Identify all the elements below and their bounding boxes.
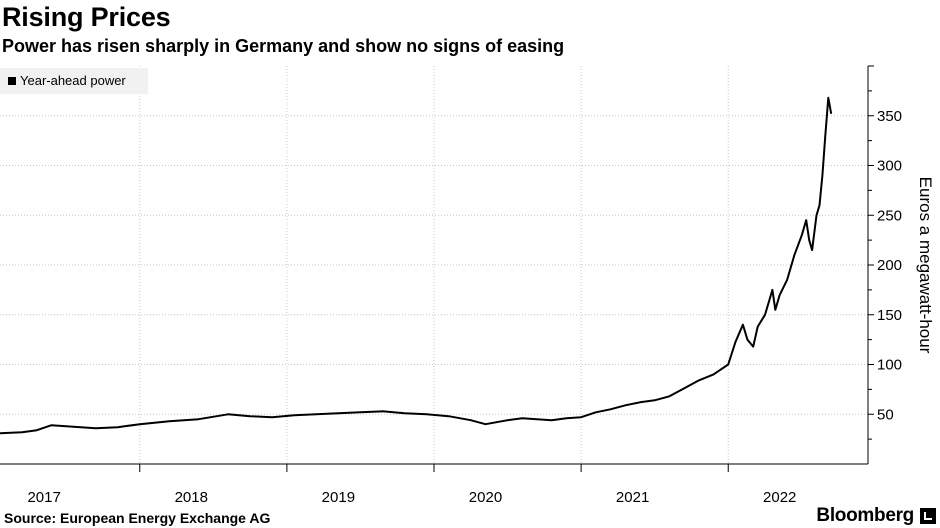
x-axis: 2017 2018 2019 2020 2021 2022 [0,463,868,506]
source-note: Source: European Energy Exchange AG [4,510,271,526]
brand-logo: Bloomberg [816,505,914,526]
y-tick-label: 250 [877,207,902,224]
y-axis: 50 100 150 200 250 300 350 [867,65,902,464]
y-tick-label: 350 [877,108,902,125]
y-tick-label: 150 [877,307,902,324]
y-tick-label: 50 [877,406,894,423]
x-tick-label: 2017 [27,489,60,506]
gridlines [0,66,868,464]
x-tick-label: 2022 [763,489,796,506]
x-tick-label: 2020 [469,489,502,506]
legend-swatch-icon [8,77,16,85]
legend: Year-ahead power [0,68,148,94]
chart-title: Rising Prices [2,2,171,32]
x-tick-label: 2018 [175,489,208,506]
chart-subtitle: Power has risen sharply in Germany and s… [2,36,565,56]
y-tick-label: 100 [877,357,902,374]
x-tick-label: 2021 [616,489,649,506]
x-tick-label: 2019 [322,489,355,506]
y-axis-label: Euros a megawatt-hour [916,177,935,354]
y-tick-label: 300 [877,158,902,175]
series-line-year-ahead-power [0,96,833,435]
legend-label: Year-ahead power [20,73,126,88]
bloomberg-icon [920,508,936,524]
y-tick-label: 200 [877,257,902,274]
